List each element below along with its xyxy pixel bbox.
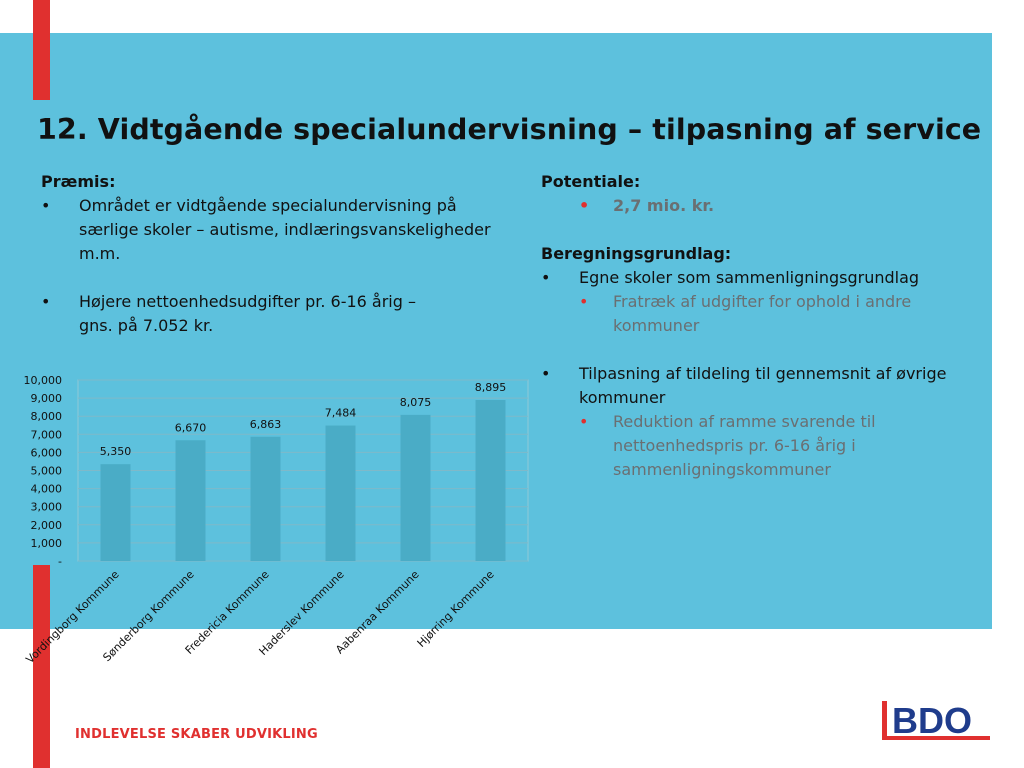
- x-tick-label: Fredericia Kommune: [183, 568, 272, 657]
- y-tick-label: 5,000: [31, 465, 63, 478]
- premise-bullet-2: • Højere nettoenhedsudgifter pr. 6-16 år…: [41, 290, 511, 338]
- red-accent-bar-top: [33, 0, 50, 100]
- bullet-dot: •: [541, 268, 551, 287]
- bullet-dot: •: [579, 412, 589, 431]
- premise-section: Præmis: • Området er vidtgående specialu…: [41, 170, 511, 338]
- data-label: 8,075: [400, 396, 432, 409]
- y-tick-label: 8,000: [31, 410, 63, 423]
- bullet-dot: •: [41, 196, 51, 215]
- data-label: 5,350: [100, 445, 132, 458]
- y-tick-label: 6,000: [31, 446, 63, 459]
- bdo-logo: BDO: [882, 700, 990, 741]
- data-label: 7,484: [325, 407, 357, 420]
- x-tick-label: Aabenraa Kommune: [333, 568, 422, 657]
- potential-section: Potentiale: • 2,7 mio. kr. Beregningsgru…: [541, 170, 996, 482]
- y-tick-label: 2,000: [31, 519, 63, 532]
- basis-sub-2: • Reduktion af ramme svarende til nettoe…: [541, 410, 996, 482]
- bullet-dot: •: [579, 292, 589, 311]
- logo-text: BDO: [892, 700, 972, 741]
- data-label: 6,863: [250, 418, 282, 431]
- basis-sub-text-1: Fratræk af udgifter for ophold i andre k…: [613, 292, 912, 335]
- slide-title: 12. Vidtgående specialundervisning – til…: [37, 113, 982, 146]
- y-tick-label: -: [58, 555, 62, 568]
- red-accent-bar-bottom: [33, 565, 50, 768]
- bar: [250, 436, 281, 561]
- y-tick-label: 4,000: [31, 483, 63, 496]
- y-tick-label: 3,000: [31, 501, 63, 514]
- data-label: 6,670: [175, 421, 207, 434]
- basis-bullet-1: • Egne skoler som sammenligningsgrundlag: [541, 266, 996, 290]
- basis-bullet-2: • Tilpasning af tildeling til gennemsnit…: [541, 362, 996, 410]
- x-tick-label: Hjørring Kommune: [415, 568, 497, 650]
- basis-heading: Beregningsgrundlag:: [541, 244, 732, 263]
- basis-sub-1: • Fratræk af udgifter for ophold i andre…: [541, 290, 996, 338]
- footer-tagline: INDLEVELSE SKABER UDVIKLING: [75, 727, 318, 742]
- data-label: 8,895: [475, 381, 507, 394]
- premise-heading: Præmis:: [41, 172, 116, 191]
- y-tick-label: 10,000: [24, 374, 63, 387]
- basis-text-1: Egne skoler som sammenligningsgrundlag: [579, 268, 920, 287]
- y-tick-label: 1,000: [31, 537, 63, 550]
- logo-underline: [882, 736, 990, 740]
- bullet-dot: •: [41, 292, 51, 311]
- logo-red-bar: [882, 701, 887, 739]
- premise-text-2: Højere nettoenhedsudgifter pr. 6-16 årig…: [79, 292, 416, 335]
- bar: [400, 414, 431, 561]
- bar: [100, 464, 131, 561]
- potential-value: 2,7 mio. kr.: [613, 196, 715, 215]
- potential-item: • 2,7 mio. kr.: [541, 194, 996, 218]
- x-tick-label: Haderslev Kommune: [257, 568, 347, 658]
- y-tick-label: 9,000: [31, 392, 63, 405]
- bullet-dot: •: [579, 196, 590, 215]
- basis-sub-text-2: Reduktion af ramme svarende til nettoenh…: [613, 412, 876, 479]
- bar: [175, 440, 206, 561]
- cost-bar-chart: - 1,000 2,000 3,000 4,000 5,000 6,000 7,000 8,00…: [23, 374, 529, 666]
- premise-bullet-1: • Området er vidtgående specialundervisn…: [41, 194, 511, 266]
- bullet-dot: •: [541, 364, 551, 383]
- bar: [325, 425, 356, 561]
- bar: [475, 400, 506, 561]
- basis-text-2: Tilpasning af tildeling til gennemsnit a…: [579, 364, 947, 407]
- y-tick-label: 7,000: [31, 428, 63, 441]
- premise-text-1: Området er vidtgående specialundervisnin…: [79, 196, 491, 263]
- potential-heading: Potentiale:: [541, 172, 641, 191]
